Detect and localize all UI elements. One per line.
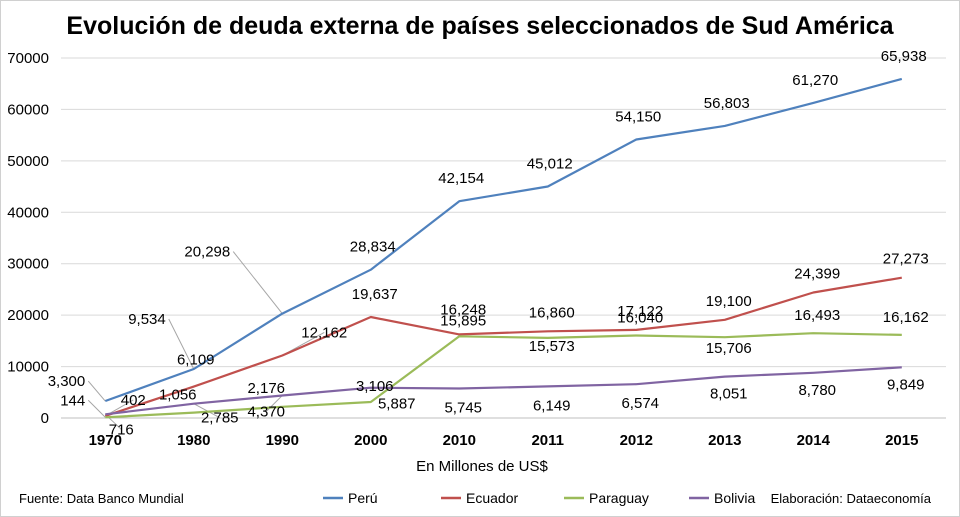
y-tick-label: 0 bbox=[41, 410, 49, 427]
data-label: 19,637 bbox=[352, 286, 398, 303]
data-label: 27,273 bbox=[883, 251, 929, 268]
x-tick-label: 2013 bbox=[708, 432, 741, 449]
series-lines bbox=[104, 77, 903, 419]
series-line-per bbox=[104, 77, 903, 403]
data-label: 716 bbox=[109, 421, 134, 438]
series-line-bolivia bbox=[105, 366, 902, 416]
data-label: 12,162 bbox=[301, 324, 347, 341]
data-label: 20,298 bbox=[184, 244, 230, 261]
x-tick-label: 1990 bbox=[266, 432, 299, 449]
data-label: 8,780 bbox=[798, 382, 836, 399]
y-tick-label: 40000 bbox=[7, 204, 49, 221]
data-label: 65,938 bbox=[881, 48, 927, 65]
legend: Perú Ecuador Paraguay Bolivia bbox=[323, 490, 755, 506]
series-line-ecuador bbox=[104, 276, 902, 417]
data-label: 144 bbox=[60, 392, 85, 409]
data-label: 28,834 bbox=[350, 239, 396, 256]
data-label: 9,534 bbox=[128, 311, 166, 328]
leader-line bbox=[232, 251, 283, 314]
x-tick-label: 2014 bbox=[797, 432, 831, 449]
data-label: 6,109 bbox=[177, 352, 215, 369]
data-label: 16,162 bbox=[883, 309, 929, 326]
data-label: 61,270 bbox=[792, 72, 838, 89]
y-tick-label: 20000 bbox=[7, 307, 49, 324]
data-label: 3,106 bbox=[356, 378, 394, 395]
leader-line bbox=[168, 318, 195, 370]
y-tick-label: 10000 bbox=[7, 359, 49, 376]
data-label: 1,056 bbox=[159, 387, 197, 404]
data-label: 6,149 bbox=[533, 397, 571, 414]
y-tick-label: 30000 bbox=[7, 256, 49, 273]
grid-lines bbox=[61, 57, 946, 419]
x-axis-label: En Millones de US$ bbox=[416, 458, 548, 475]
data-label: 54,150 bbox=[615, 109, 661, 126]
y-axis-ticks: 0 10000 20000 30000 40000 50000 60000 70000 bbox=[7, 50, 49, 427]
data-label: 15,706 bbox=[706, 340, 752, 357]
data-label: 15,573 bbox=[529, 338, 575, 355]
data-label: 5,887 bbox=[378, 396, 416, 413]
x-tick-label: 2015 bbox=[885, 432, 918, 449]
x-tick-label: 2010 bbox=[443, 432, 476, 449]
x-tick-label: 1970 bbox=[89, 432, 122, 449]
data-label: 16,860 bbox=[529, 304, 575, 321]
data-label: 3,300 bbox=[48, 373, 86, 390]
leader-line bbox=[87, 399, 106, 418]
data-label: 16,493 bbox=[794, 307, 840, 324]
data-label: 4,370 bbox=[247, 404, 285, 421]
series-line-paraguay bbox=[105, 332, 902, 419]
data-label: 5,745 bbox=[444, 399, 482, 416]
data-label: 45,012 bbox=[527, 156, 573, 173]
source-note: Fuente: Data Banco Mundial bbox=[19, 491, 184, 506]
legend-label-per: Perú bbox=[348, 490, 378, 506]
y-tick-label: 60000 bbox=[7, 101, 49, 118]
data-label: 9,849 bbox=[887, 376, 925, 393]
data-label: 402 bbox=[121, 392, 146, 409]
x-tick-label: 2000 bbox=[354, 432, 387, 449]
x-axis-ticks: 1970 1980 1990 2000 2010 2011 2012 2013 2014 2015 bbox=[89, 432, 919, 449]
data-label: 16,040 bbox=[617, 310, 663, 327]
x-tick-label: 1980 bbox=[177, 432, 210, 449]
x-tick-label: 2011 bbox=[531, 432, 564, 449]
data-label: 8,051 bbox=[710, 386, 748, 403]
data-label: 56,803 bbox=[704, 95, 750, 112]
legend-label-paraguay: Paraguay bbox=[589, 490, 649, 506]
data-label: 2,785 bbox=[201, 410, 239, 427]
data-label: 17,122 bbox=[617, 303, 663, 320]
data-label: 2,176 bbox=[247, 380, 285, 397]
data-label: 6,574 bbox=[621, 395, 659, 412]
credit-note: Elaboración: Dataeconomía bbox=[771, 491, 932, 506]
legend-label-bolivia: Bolivia bbox=[714, 490, 755, 506]
data-label: 42,154 bbox=[438, 170, 484, 187]
legend-label-ecuador: Ecuador bbox=[466, 490, 518, 506]
y-tick-label: 70000 bbox=[7, 50, 49, 67]
data-label: 15,895 bbox=[440, 312, 486, 329]
leader-line bbox=[265, 395, 283, 412]
data-label: 19,100 bbox=[706, 293, 752, 310]
leader-line bbox=[87, 380, 106, 402]
y-tick-label: 50000 bbox=[7, 153, 49, 170]
data-labels: 3,300 9,534 20,298 28,834 42,154 45,012 54,150… bbox=[48, 48, 929, 438]
x-tick-label: 2012 bbox=[620, 432, 653, 449]
chart-title: Evolución de deuda externa de países sel… bbox=[66, 12, 894, 40]
data-label: 24,399 bbox=[794, 266, 840, 283]
data-label: 16,248 bbox=[440, 301, 486, 318]
